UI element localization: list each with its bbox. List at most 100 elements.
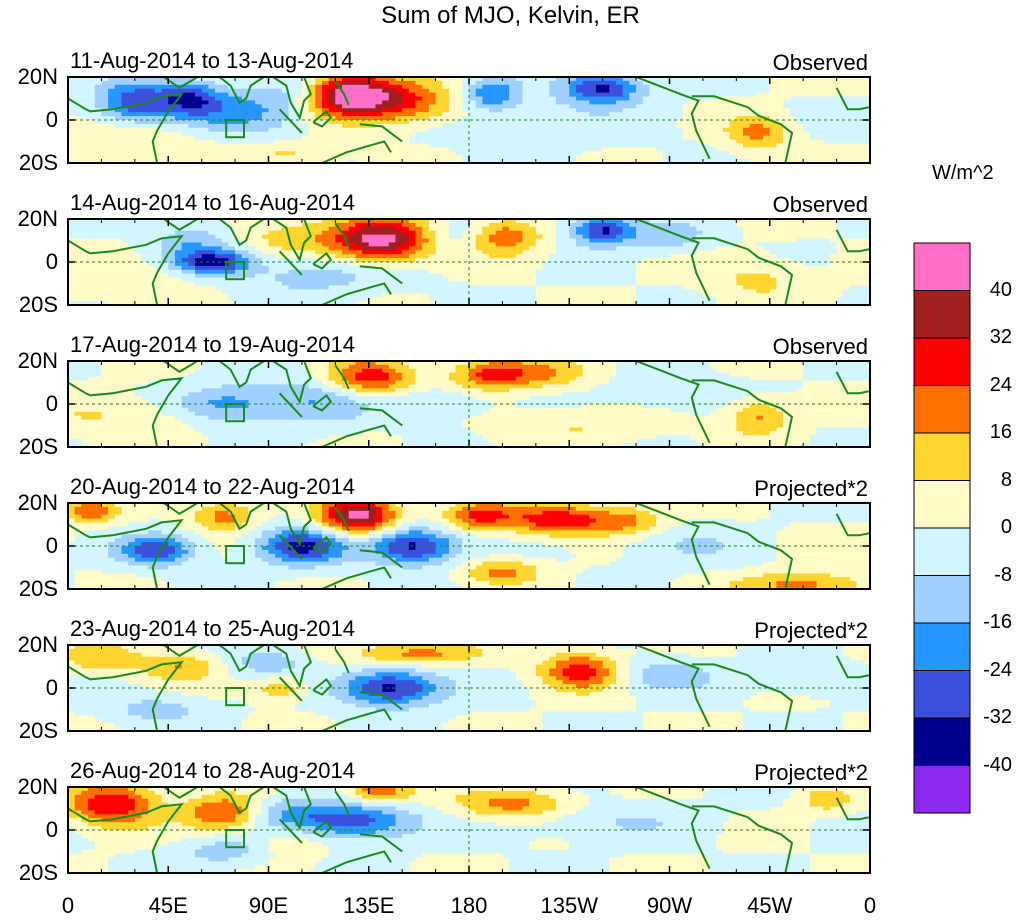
field-cell — [515, 135, 524, 141]
field-cell — [168, 147, 176, 152]
field-cell — [863, 96, 870, 102]
field-cell — [763, 139, 771, 145]
field-cell — [555, 116, 564, 121]
field-cell — [843, 262, 851, 267]
field-cell — [375, 104, 383, 109]
field-cell — [636, 246, 644, 251]
field-cell — [529, 120, 537, 125]
field-cell — [408, 262, 417, 267]
field-cell — [502, 226, 510, 232]
field-cell — [622, 92, 630, 98]
field-cell — [649, 262, 657, 267]
field-cell — [368, 238, 377, 244]
field-cell — [502, 155, 510, 160]
field-cell — [422, 250, 430, 255]
field-cell — [301, 230, 310, 236]
field-cell — [388, 238, 397, 244]
field-cell — [595, 222, 604, 228]
field-cell — [629, 234, 637, 240]
field-cell — [609, 269, 617, 275]
field-cell — [208, 238, 216, 244]
field-cell — [134, 226, 143, 232]
field-cell — [676, 281, 684, 287]
field-cell — [121, 285, 129, 290]
field-cell — [595, 250, 604, 255]
field-cell — [682, 285, 691, 290]
field-cell — [308, 120, 316, 125]
field-cell — [168, 242, 176, 247]
field-cell — [335, 135, 343, 141]
field-cell — [141, 234, 149, 240]
field-cell — [796, 135, 804, 141]
field-cell — [88, 219, 96, 224]
field-cell — [315, 131, 323, 137]
field-cell — [669, 80, 677, 86]
field-cell — [181, 222, 189, 228]
field-cell — [502, 262, 510, 267]
field-cell — [395, 246, 403, 251]
field-cell — [729, 120, 737, 125]
field-cell — [255, 254, 263, 259]
field-cell — [676, 226, 684, 232]
field-cell — [342, 139, 350, 145]
field-cell — [388, 246, 397, 251]
field-cell — [689, 159, 697, 163]
field-cell — [208, 80, 216, 86]
field-cell — [462, 285, 470, 290]
field-cell — [154, 222, 163, 228]
field-cell — [228, 273, 236, 279]
field-cell — [522, 116, 530, 121]
field-cell — [575, 100, 584, 105]
field-cell — [261, 281, 270, 287]
field-cell — [342, 250, 350, 255]
field-cell — [382, 139, 390, 145]
field-cell — [669, 254, 677, 259]
field-cell — [462, 289, 470, 294]
field-cell — [602, 131, 610, 137]
field-cell — [261, 289, 270, 294]
field-cell — [809, 155, 818, 160]
field-cell — [736, 234, 744, 240]
field-cell — [509, 108, 517, 113]
field-cell — [114, 151, 123, 156]
field-cell — [736, 147, 744, 152]
field-cell — [255, 159, 263, 163]
field-cell — [114, 135, 123, 141]
field-cell — [769, 159, 778, 163]
field-cell — [702, 262, 711, 267]
field-cell — [241, 116, 250, 121]
field-cell — [489, 151, 497, 156]
field-cell — [308, 147, 316, 152]
field-cell — [255, 112, 263, 117]
field-cell — [763, 273, 771, 279]
field-cell — [843, 289, 851, 294]
field-cell — [595, 123, 604, 129]
field-cell — [662, 258, 671, 263]
field-cell — [482, 277, 490, 283]
field-cell — [148, 88, 156, 94]
field-cell — [328, 265, 336, 271]
field-cell — [435, 120, 443, 125]
field-cell — [68, 100, 76, 105]
field-cell — [128, 155, 136, 160]
field-cell — [235, 238, 243, 244]
field-cell — [609, 265, 617, 271]
field-cell — [836, 155, 844, 160]
field-cell — [68, 77, 76, 82]
field-cell — [482, 230, 490, 236]
field-cell — [68, 219, 76, 224]
field-cell — [308, 281, 316, 287]
field-cell — [776, 155, 784, 160]
field-cell — [128, 289, 136, 294]
field-cell — [642, 246, 651, 251]
field-cell — [562, 159, 570, 163]
field-cell — [208, 143, 216, 148]
field-cell — [141, 277, 149, 283]
field-cell — [843, 139, 851, 145]
field-cell — [455, 108, 463, 113]
field-cell — [469, 258, 477, 263]
field-cell — [228, 139, 236, 145]
field-cell — [342, 234, 350, 240]
field-cell — [776, 104, 784, 109]
field-cell — [261, 258, 270, 263]
